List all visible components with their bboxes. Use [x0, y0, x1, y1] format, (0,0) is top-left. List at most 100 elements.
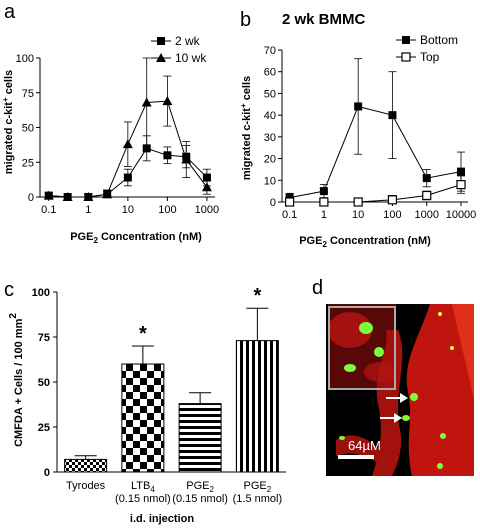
- panel-c-bar: [64, 458, 108, 473]
- panel-a-point: [123, 173, 132, 182]
- panel-a-x-tick-label: 0.1: [41, 204, 56, 216]
- panel-b-x-tick-label: 0.1: [282, 209, 297, 221]
- panel-b-x-axis-label: PGE2 Concentration (nM): [299, 235, 431, 249]
- panel-a-y-tick-label: 100: [16, 53, 34, 65]
- panel-b-letter: b: [240, 9, 251, 31]
- panel-b-x-tick-label: 10000: [446, 209, 477, 221]
- panel-b-y-tick-label: 30: [264, 132, 276, 144]
- panel-c-y-tick-label: 25: [38, 422, 50, 434]
- panel-b-legend: Bottom Top: [396, 33, 458, 64]
- panel-a-point: [122, 139, 133, 149]
- panel-c-x-tick-label-line2: (0.15 nmol): [115, 493, 171, 505]
- panel-b-legend-marker: [401, 52, 411, 62]
- panel-a-point: [83, 192, 94, 201]
- panel-c-significance-star: *: [253, 285, 261, 307]
- panel-c-y-axis-label: CMFDA + Cells / 100 mm2: [8, 313, 25, 447]
- panel-b-point: [387, 195, 398, 205]
- panel-a-point: [62, 192, 73, 201]
- panel-b-point: [319, 197, 329, 207]
- panel-b-y-tick-label: 10: [264, 175, 276, 187]
- panel-d: d: [312, 277, 474, 476]
- panel-b-point: [388, 111, 397, 120]
- panel-a-point: [141, 97, 152, 107]
- panel-b-y-tick-label: 50: [264, 88, 276, 100]
- panel-a-letter: a: [4, 1, 16, 23]
- panel-c-x-tick-label-line2: (1.5 nmol): [233, 493, 283, 505]
- panel-c-bar: [178, 403, 222, 473]
- panel-b-point: [456, 180, 466, 190]
- panel-c-x-tick-label: PGE2: [186, 480, 214, 494]
- scale-bar-label: 64µM: [348, 438, 381, 453]
- panel-a-legend-marker: [156, 53, 166, 62]
- panel-c-y-tick-label: 75: [38, 332, 50, 344]
- panel-b-x-tick-label: 1: [321, 209, 327, 221]
- panel-a-legend: 2 wk 10 wk: [151, 34, 207, 65]
- panel-b-point: [285, 197, 295, 207]
- panel-a-point: [202, 173, 211, 182]
- panel-a-x-tick-label: 100: [158, 204, 176, 216]
- panel-c-bar: [121, 363, 165, 473]
- panel-b-series-top: [285, 175, 466, 207]
- panel-b-y-tick-label: 40: [264, 110, 276, 122]
- panel-b-y-axis-label: migrated c-kit+ cells: [239, 76, 253, 180]
- panel-b-x-tick-label: 100: [383, 209, 401, 221]
- panel-a-plot-area: 0 25 50 75 100 0.1 1 10 100 1000 2 wk 10 wk: [16, 34, 220, 216]
- panel-a-point: [201, 182, 212, 192]
- scale-bar: [338, 455, 374, 459]
- panel-c-y-tick-label: 50: [38, 377, 50, 389]
- panel-a-legend-label: 2 wk: [175, 34, 201, 48]
- panel-b-y-tick-label: 0: [270, 197, 276, 209]
- panel-b-y-tick-label: 20: [264, 154, 276, 166]
- panel-b-point: [457, 167, 466, 176]
- panel-c-letter: c: [4, 279, 14, 301]
- micrograph-cells: [339, 312, 454, 469]
- panel-b-y-tick-label: 60: [264, 67, 276, 79]
- panel-b-plot-area: 0 10 20 30 40 50 60 70 0.1 1 10 100 1000 10000 Bottom T…: [264, 33, 477, 221]
- panel-a-legend-marker: [157, 37, 165, 45]
- panel-b-x-tick-label: 1000: [414, 209, 438, 221]
- micrograph-inset-frame: [328, 306, 396, 390]
- panel-b-point: [319, 187, 328, 196]
- panel-b-point: [354, 102, 363, 111]
- panel-b-series-line: [289, 105, 462, 199]
- arrow-icon: [386, 393, 408, 403]
- panel-b-legend-label: Bottom: [420, 33, 458, 47]
- panel-b-point: [353, 197, 363, 207]
- panel-b-point: [422, 174, 431, 183]
- panel-c-bar: [235, 340, 279, 473]
- panel-a-point: [162, 96, 173, 106]
- panel-a-point: [102, 189, 113, 199]
- panel-a-point: [181, 154, 192, 164]
- panel-a-y-tick-label: 0: [28, 192, 34, 204]
- panel-c-y-tick-label: 100: [32, 287, 50, 299]
- panel-b-legend-marker: [402, 36, 410, 44]
- panel-b-legend-label: Top: [420, 50, 440, 64]
- panel-a-x-tick-label: 1000: [195, 204, 219, 216]
- panel-b-title: 2 wk BMMC: [282, 11, 366, 28]
- panel-a-point: [163, 151, 172, 160]
- panel-a-y-tick-label: 75: [22, 88, 34, 100]
- panel-b-point: [422, 190, 432, 201]
- panel-c-x-tick-label: Tyrodes: [66, 480, 106, 492]
- panel-c-y-tick-label: 0: [44, 467, 50, 479]
- panel-a-series-10-wk: [43, 57, 212, 201]
- panel-a-x-tick-label: 1: [85, 204, 91, 216]
- panel-b-series-line: [289, 184, 462, 203]
- panel-a-point: [43, 190, 54, 200]
- panel-c-x-tick-label: LTB4: [131, 480, 155, 494]
- panel-c-x-axis-label: i.d. injection: [130, 513, 194, 525]
- panel-a: a 0 25 50 75 100 0.1 1 10 100 1000 2 wk 10 wk PGE2 …: [1, 1, 219, 245]
- panel-b-series-bottom: [285, 58, 466, 203]
- panel-a-point: [142, 144, 151, 153]
- panel-c-x-tick-label: PGE2: [244, 480, 272, 494]
- panel-a-y-tick-label: 50: [22, 123, 34, 135]
- panel-a-y-axis-label: migrated c-kit+ cells: [1, 70, 15, 174]
- panel-a-x-axis-label: PGE2 Concentration (nM): [70, 231, 202, 245]
- panel-c-x-tick-label-line2: (0.15 nmol): [172, 493, 228, 505]
- panel-b-x-tick-label: 10: [352, 209, 364, 221]
- panel-b: b 2 wk BMMC 0 10 20 30 40 50 60 70 0.1 1 10 100 1000…: [239, 9, 476, 249]
- arrow-icon: [380, 413, 402, 423]
